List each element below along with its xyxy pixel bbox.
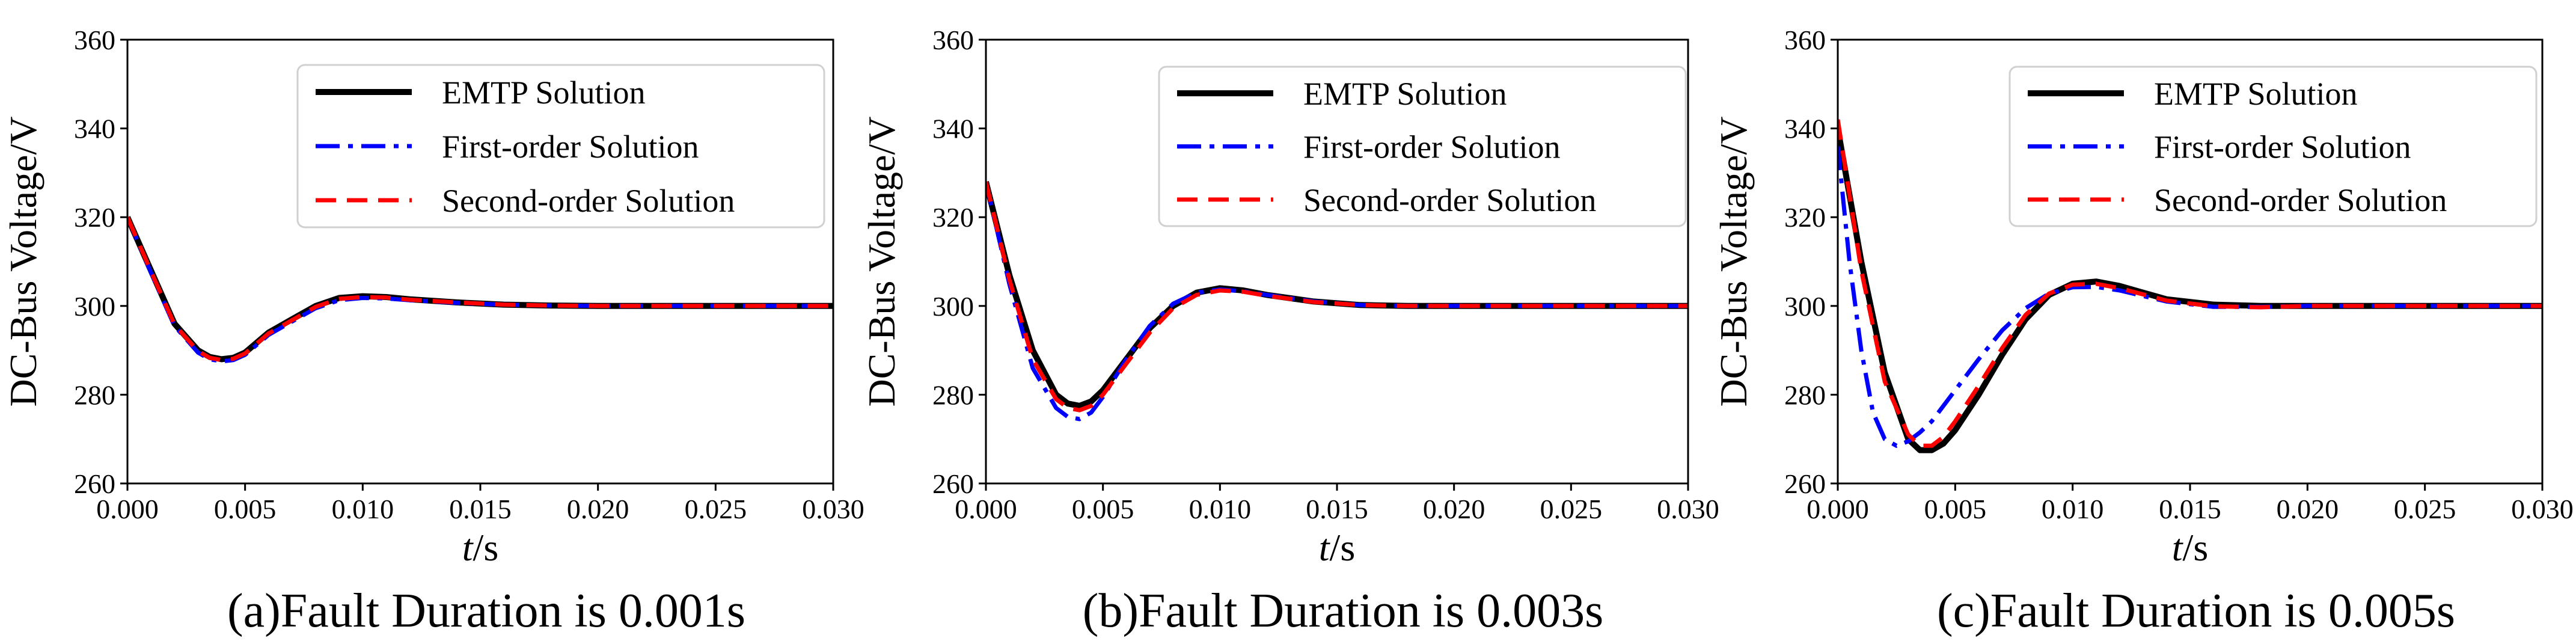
x-tick-label: 0.030 [802, 494, 864, 524]
series-line-3 [986, 181, 1688, 413]
x-tick-label: 0.030 [2511, 494, 2574, 524]
legend-label-1: EMTP Solution [2154, 76, 2358, 112]
x-axis-label: t/s [462, 526, 498, 569]
legend-box [1158, 66, 1687, 227]
x-tick-label: 0.015 [2159, 494, 2221, 524]
x-tick-label: 0.005 [1924, 494, 1987, 524]
x-tick-label: 0.025 [1540, 494, 1603, 524]
series-line-2 [127, 216, 833, 364]
series-line-1 [127, 216, 833, 363]
y-tick-label: 340 [74, 114, 115, 144]
x-tick-label: 0.005 [214, 494, 277, 524]
y-tick-label: 280 [1784, 379, 1826, 410]
series-line-2 [986, 181, 1688, 422]
legend-label-2: First-order Solution [442, 129, 699, 165]
legend: EMTP Solution First-order Solution Second-… [296, 64, 825, 228]
x-axis-label-unit: /s [1330, 526, 1356, 569]
x-axis-label-variable: t [1319, 526, 1331, 569]
y-tick-label: 360 [1784, 25, 1826, 55]
series-line-3 [127, 216, 833, 363]
x-tick-label: 0.015 [1306, 494, 1368, 524]
y-tick-label: 300 [1784, 291, 1826, 322]
y-tick-label: 340 [932, 114, 974, 144]
x-tick-label: 0.025 [2394, 494, 2456, 524]
legend-box [296, 64, 825, 228]
legend-label-3: Second-order Solution [2154, 182, 2447, 218]
y-tick-label: 300 [932, 291, 974, 322]
legend-box [2008, 66, 2538, 227]
y-axis-label: DC-Bus Voltage/V [860, 117, 903, 407]
series-group [127, 216, 833, 364]
y-tick-label: 320 [74, 202, 115, 233]
y-tick-label: 260 [1784, 468, 1826, 499]
series-line-1 [1838, 127, 2542, 453]
series-group [986, 180, 1688, 422]
panel-caption: (b)Fault Duration is 0.003s [1083, 584, 1604, 637]
chart-panel-2: 0.000 0.005 0.010 0.015 0.020 0.025 0.030 260 28… [860, 25, 1719, 637]
series-group [1838, 119, 2542, 453]
series-line-2 [1838, 146, 2542, 448]
y-tick-label: 280 [932, 379, 974, 410]
x-tick-label: 0.015 [449, 494, 512, 524]
y-tick-label: 360 [932, 25, 974, 55]
legend-label-1: EMTP Solution [442, 75, 646, 111]
legend-label-2: First-order Solution [2154, 129, 2411, 165]
x-axis-label-variable: t [2172, 526, 2184, 569]
x-tick-label: 0.000 [955, 494, 1017, 524]
panel-caption: (c)Fault Duration is 0.005s [1937, 584, 2455, 637]
x-axis-label-unit: /s [473, 526, 499, 569]
y-tick-label: 340 [1784, 114, 1826, 144]
x-tick-label: 0.025 [685, 494, 747, 524]
x-tick-label: 0.000 [96, 494, 159, 524]
y-axis-label: DC-Bus Voltage/V [2, 117, 44, 407]
series-line-3 [1838, 119, 2542, 448]
x-axis-label: t/s [2172, 526, 2208, 569]
chart-panel-1: 0.000 0.005 0.010 0.015 0.020 0.025 0.030 260 28… [2, 25, 864, 637]
y-tick-label: 300 [74, 291, 115, 322]
x-tick-label: 0.010 [2042, 494, 2104, 524]
y-axis-label: DC-Bus Voltage/V [1712, 117, 1755, 407]
x-axis-label: t/s [1319, 526, 1355, 569]
legend-label-1: EMTP Solution [1303, 76, 1507, 112]
x-tick-label: 0.010 [332, 494, 394, 524]
x-axis-label-unit: /s [2183, 526, 2209, 569]
legend: EMTP Solution First-order Solution Second-… [2008, 66, 2538, 227]
y-tick-label: 320 [932, 202, 974, 233]
y-tick-label: 360 [74, 25, 115, 55]
x-tick-label: 0.030 [1657, 494, 1719, 524]
legend-label-3: Second-order Solution [1303, 182, 1596, 218]
x-tick-label: 0.000 [1807, 494, 1869, 524]
legend: EMTP Solution First-order Solution Second-… [1158, 66, 1687, 227]
y-tick-label: 320 [1784, 202, 1826, 233]
y-tick-label: 280 [74, 379, 115, 410]
x-tick-label: 0.005 [1072, 494, 1134, 524]
panel-caption: (a)Fault Duration is 0.001s [227, 584, 745, 637]
y-tick-label: 260 [932, 468, 974, 499]
legend-label-2: First-order Solution [1303, 129, 1561, 165]
x-tick-label: 0.020 [2277, 494, 2339, 524]
x-tick-label: 0.020 [1423, 494, 1485, 524]
y-tick-label: 260 [74, 468, 115, 499]
legend-label-3: Second-order Solution [442, 183, 735, 219]
x-tick-label: 0.020 [567, 494, 629, 524]
x-tick-label: 0.010 [1189, 494, 1252, 524]
x-axis-label-variable: t [462, 526, 474, 569]
chart-panel-3: 0.000 0.005 0.010 0.015 0.020 0.025 0.030 260 28… [1712, 25, 2574, 637]
